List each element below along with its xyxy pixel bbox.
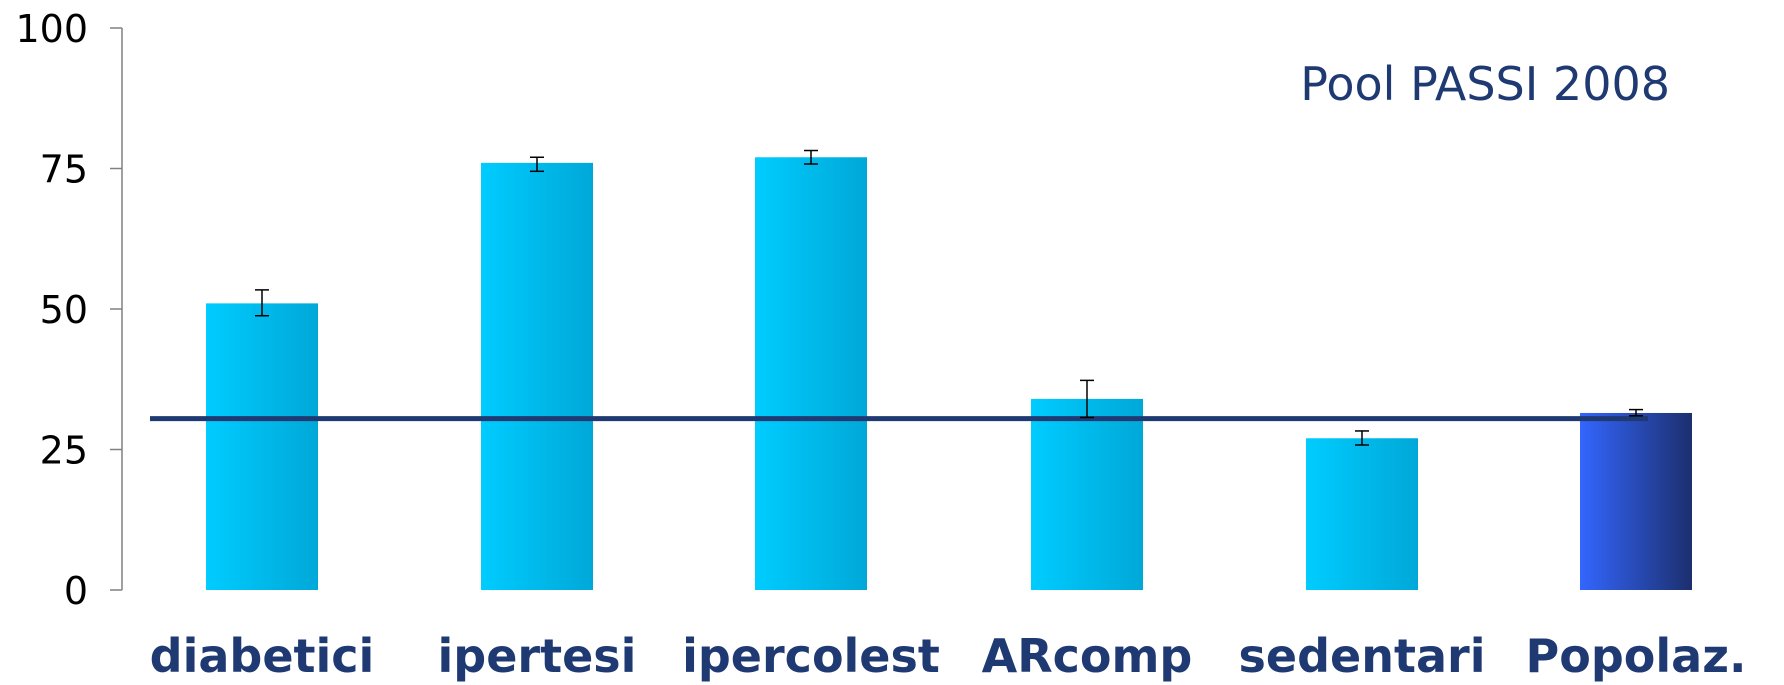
category-label: ipercolest [682,629,940,683]
error-bar [255,289,269,317]
y-tick-label: 100 [15,7,88,51]
error-bar [804,149,818,165]
error-bar [1355,430,1369,446]
category-label: diabetici [150,629,375,683]
category-label: sedentari [1239,629,1486,683]
bar-ipercolest [755,157,867,590]
category-label: ipertesi [438,629,637,683]
bar-sedentari [1306,438,1418,590]
bars [206,157,1692,590]
chart-annotation: Pool PASSI 2008 [1300,57,1670,111]
bar-arcomp [1031,398,1143,590]
y-tick-label: 25 [40,429,88,473]
bar-ipertesi [481,162,593,590]
y-tick-label: 50 [40,288,88,332]
error-bar [1629,408,1643,417]
y-tick-label: 75 [40,148,88,192]
bar-popolaz [1580,412,1692,590]
bar-diabetici [206,303,318,590]
category-labels: diabetici ipertesi ipercolest ARcomp sedenta… [150,629,1747,683]
category-label: Popolaz. [1526,629,1747,683]
y-tick-label: 0 [64,569,88,613]
error-bar [1080,379,1094,419]
error-bar [530,156,544,173]
y-axis: 0 25 50 75 100 [15,7,123,613]
error-bars [255,149,1643,446]
category-label: ARcomp [982,629,1193,683]
